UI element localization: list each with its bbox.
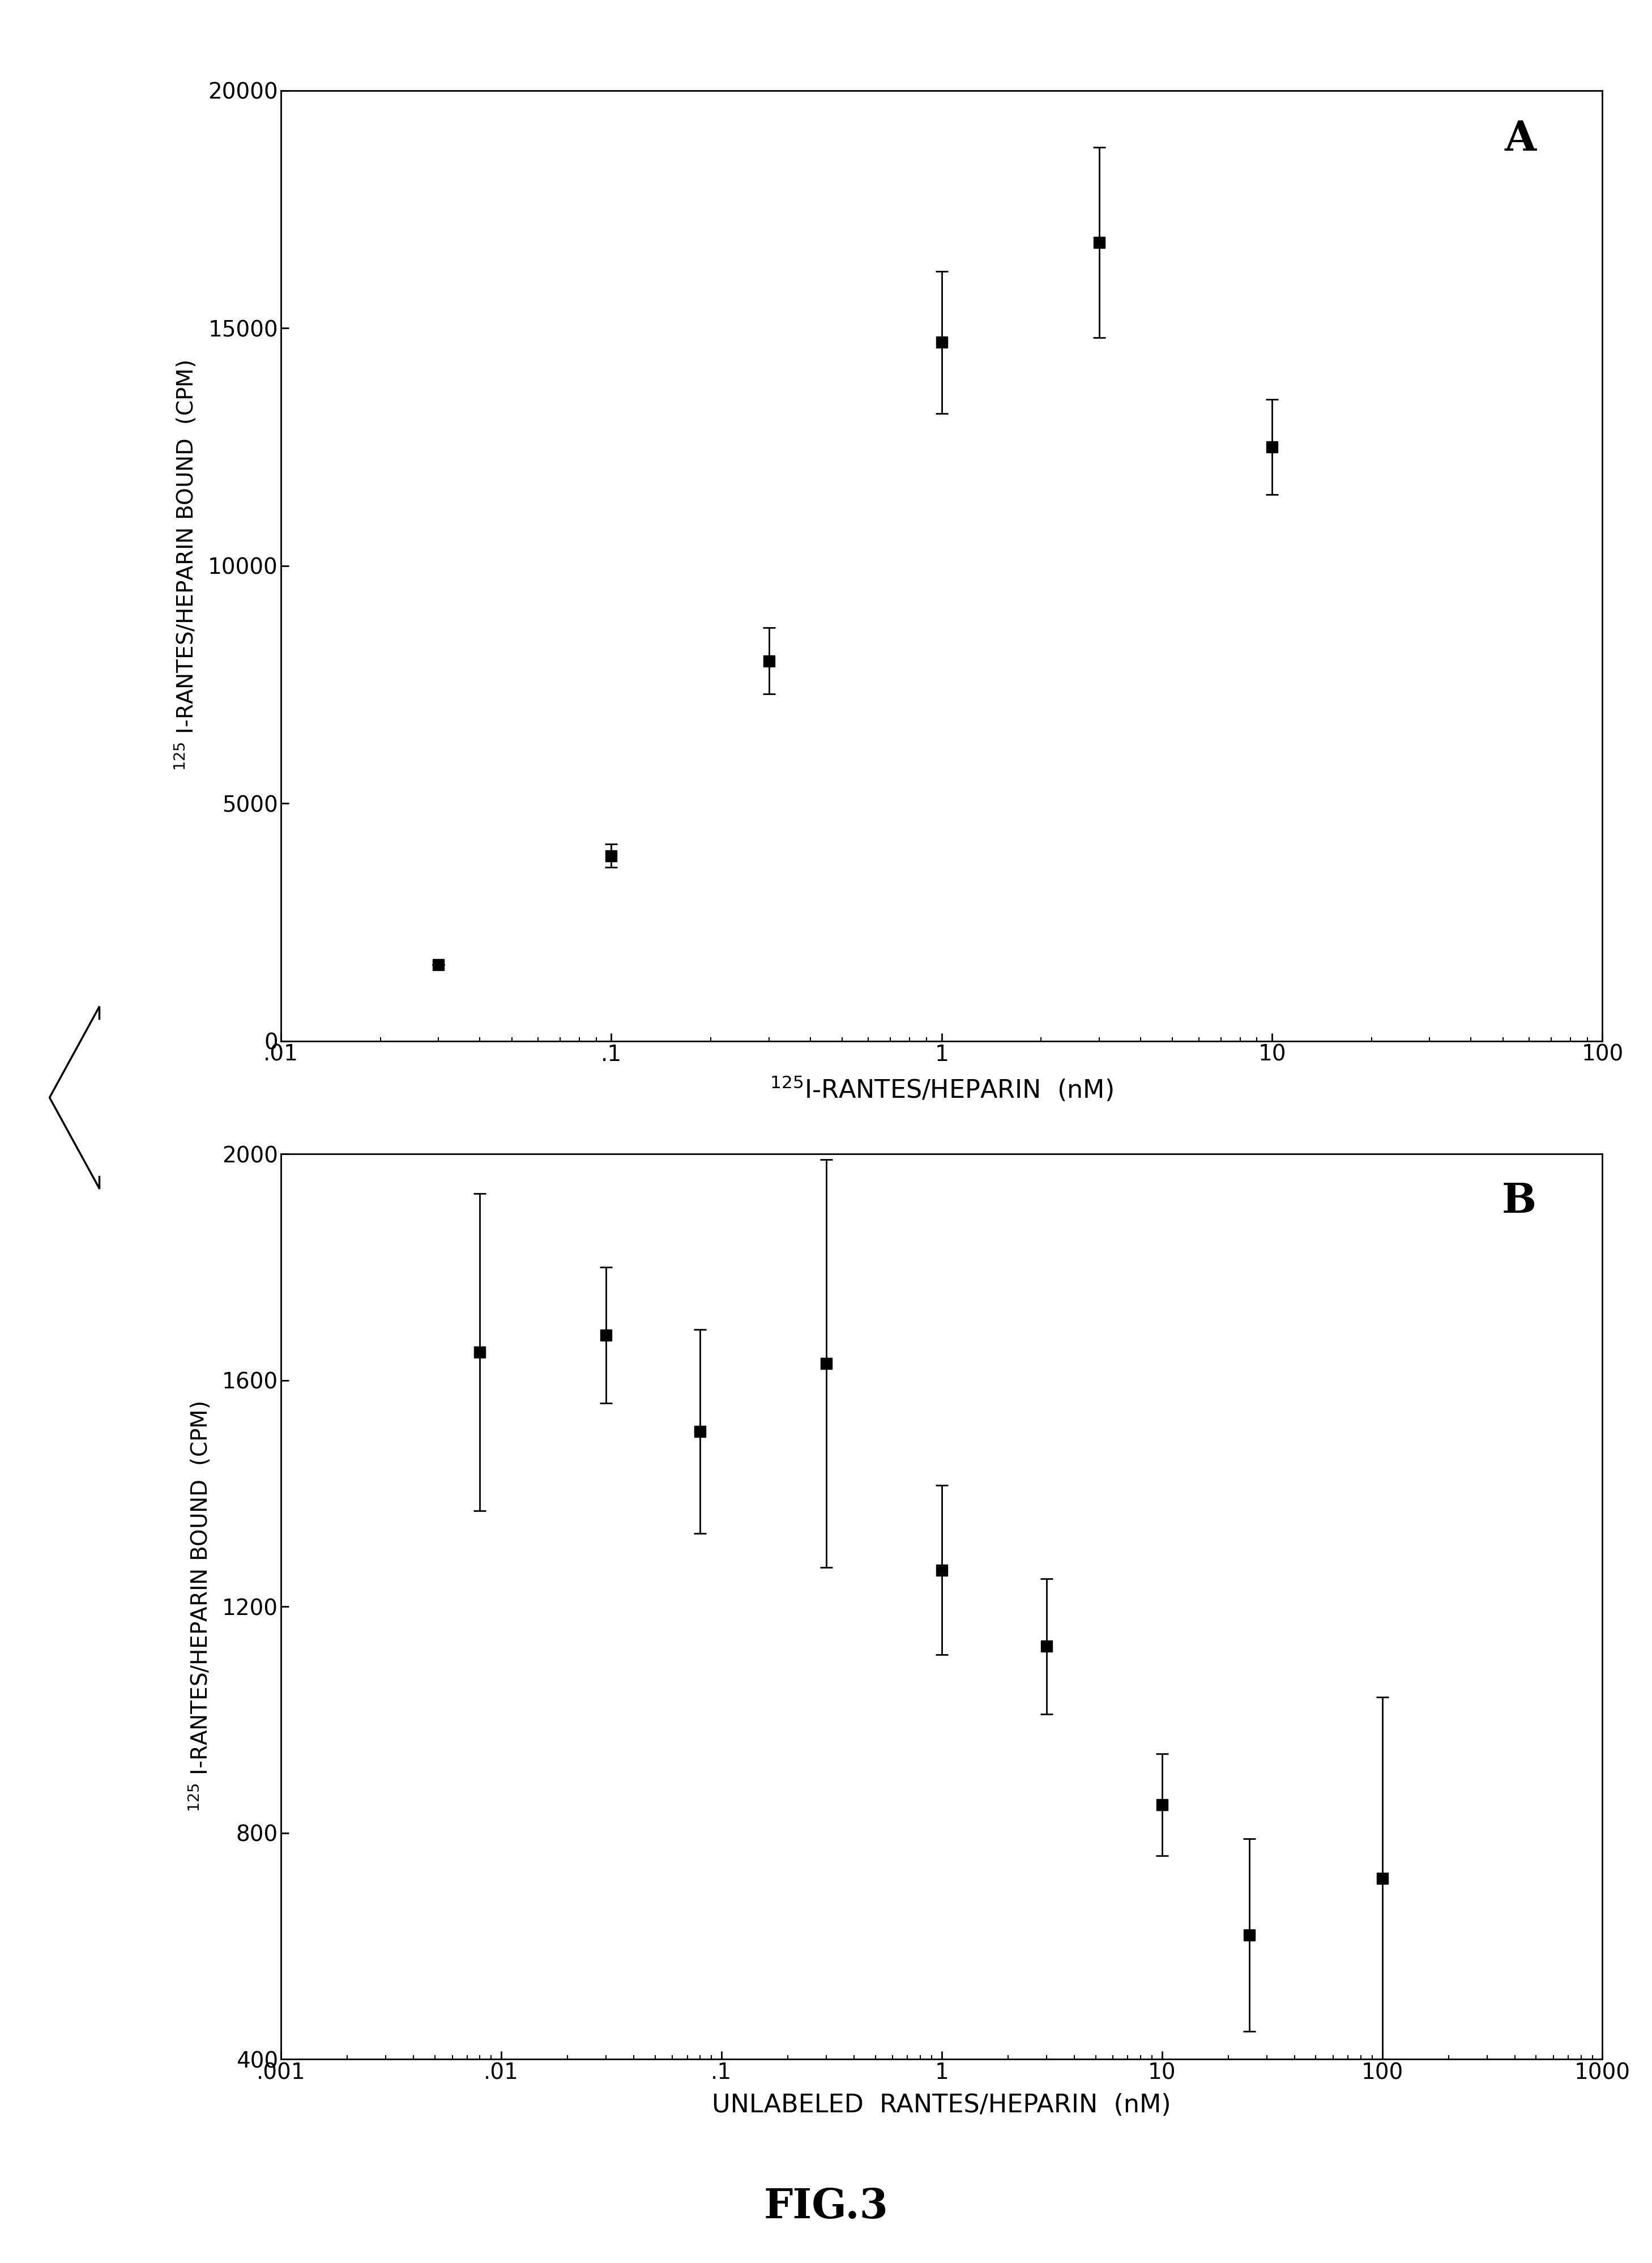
Y-axis label: $^{125}$ I-RANTES/HEPARIN BOUND  (CPM): $^{125}$ I-RANTES/HEPARIN BOUND (CPM) [187, 1401, 213, 1813]
Y-axis label: $^{125}$ I-RANTES/HEPARIN BOUND  (CPM): $^{125}$ I-RANTES/HEPARIN BOUND (CPM) [173, 360, 198, 772]
X-axis label: UNLABELED  RANTES/HEPARIN  (nM): UNLABELED RANTES/HEPARIN (nM) [712, 2093, 1171, 2118]
Text: B: B [1502, 1181, 1536, 1222]
Text: A: A [1505, 120, 1536, 158]
X-axis label: $^{125}$I-RANTES/HEPARIN  (nM): $^{125}$I-RANTES/HEPARIN (nM) [770, 1075, 1113, 1104]
Text: FIG.3: FIG.3 [763, 2186, 889, 2227]
